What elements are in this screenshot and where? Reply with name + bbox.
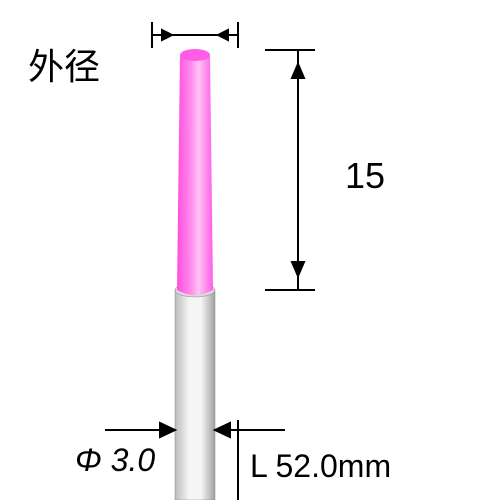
label-tip-length: 15: [345, 155, 385, 197]
label-outer-diameter: 外径: [28, 38, 100, 90]
dim-top: [152, 22, 238, 48]
label-shaft-diameter: Φ 3.0: [75, 442, 155, 479]
tip-top-ellipse: [180, 49, 210, 61]
tip-body: [177, 50, 213, 295]
label-overall-length: L 52.0mm: [250, 448, 391, 485]
dim-right: [265, 50, 315, 290]
shaft-body: [175, 290, 215, 500]
